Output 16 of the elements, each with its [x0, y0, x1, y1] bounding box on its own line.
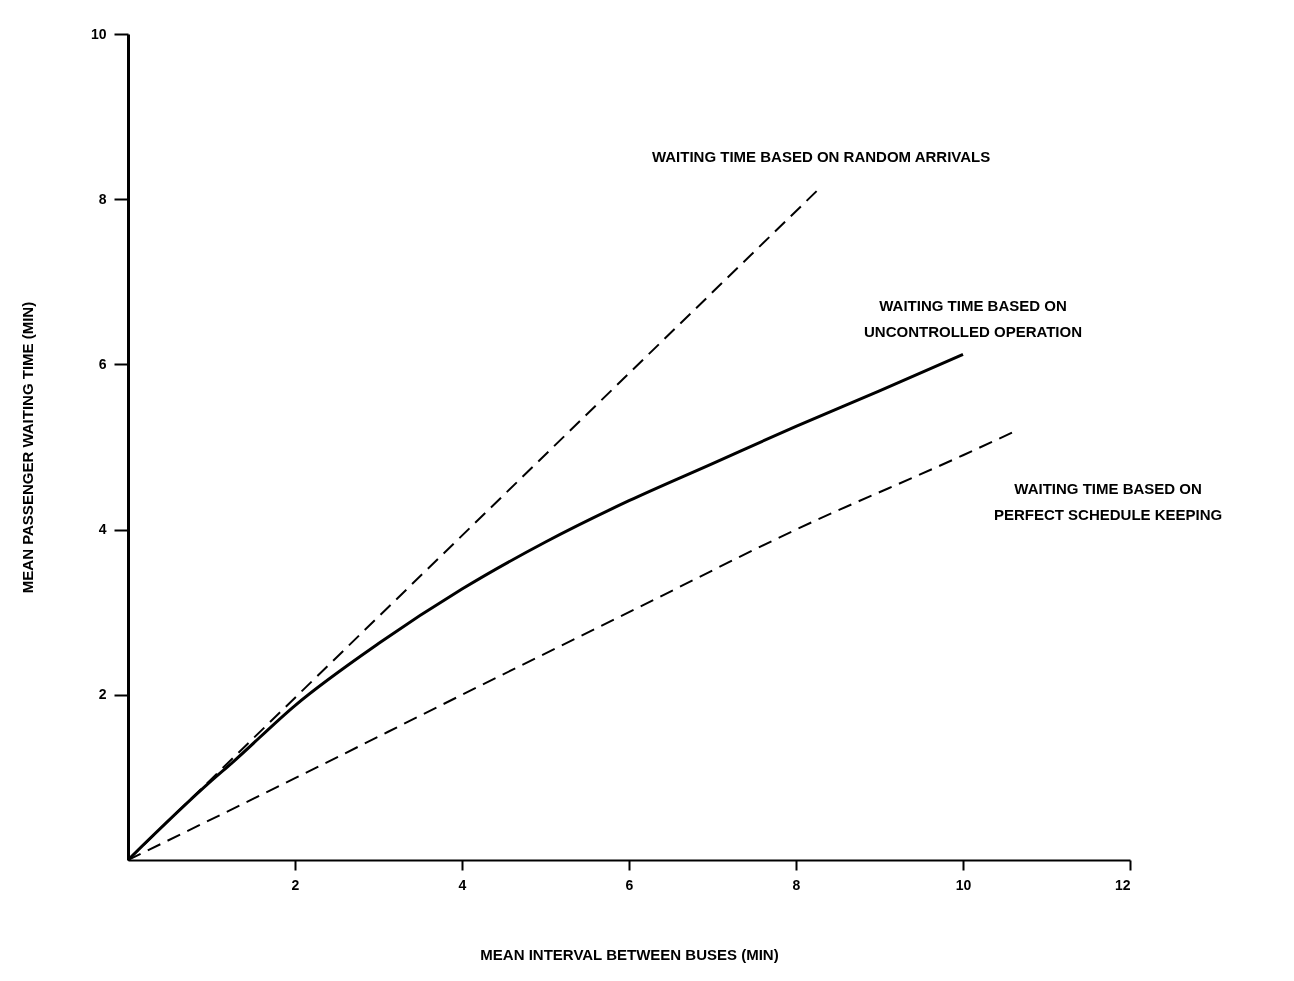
y-tick-label: 2: [98, 686, 107, 703]
text: WAITING TIME BASED ON RANDOM ARRIVALS: [651, 147, 991, 165]
x-tick-label: 2: [291, 876, 300, 893]
y-tick-label: 6: [98, 355, 107, 372]
y-tick-label: 4: [98, 521, 107, 538]
y-tick-label: 10: [90, 25, 107, 42]
text: WAITING TIME BASED ON UNCONTROLLED OPERATION: [863, 297, 1083, 341]
x-tick-label: 4: [458, 876, 467, 893]
y-tick-label: 8: [98, 190, 107, 207]
x-tick-label: 6: [625, 876, 634, 893]
x-tick-label: 12: [1114, 876, 1131, 893]
x-tick-label: 10: [955, 876, 972, 893]
y-axis-title: MEAN PASSENGER WAITING TIME (MIN): [18, 301, 36, 594]
x-axis-title: MEAN INTERVAL BETWEEN BUSES (MIN): [480, 945, 779, 963]
x-tick-label: 8: [792, 876, 801, 893]
text: WAITING TIME BASED ON PERFECT SCHEDULE KEEPING: [993, 480, 1223, 524]
